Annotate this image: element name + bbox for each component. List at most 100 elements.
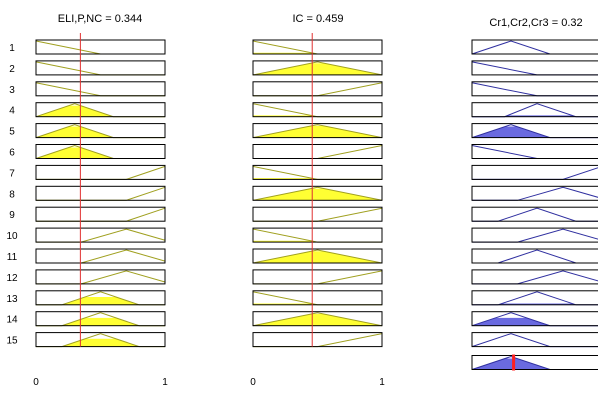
input-2-rule-panel: [252, 269, 383, 285]
mf-fill: [36, 126, 114, 138]
input-2-rule-panel: [252, 185, 383, 201]
output-aggregate-panel: [471, 355, 598, 370]
panel-frame: [471, 185, 598, 201]
rule-number: 2: [9, 64, 15, 75]
mf-curve: [472, 228, 598, 243]
panel-frame: [35, 185, 166, 201]
input-1-rule-panel: [35, 81, 166, 97]
panel-frame: [35, 60, 166, 76]
mf-curve: [253, 207, 383, 222]
mf-curve: [471, 333, 598, 348]
output-column: [471, 39, 598, 371]
panel-frame: [471, 144, 598, 159]
input-1-rule-panel: [35, 185, 166, 201]
panel-frame: [252, 144, 383, 159]
input-2-rule-panel: [252, 332, 383, 348]
input-2-rule-panel: [252, 227, 383, 243]
input-1-rule-panel: [35, 227, 166, 243]
input-1-rule-panel: [35, 123, 166, 139]
mf-curve: [472, 167, 598, 180]
output-rule-panel: [471, 39, 598, 55]
output-rule-panel: [471, 269, 598, 285]
mf-curve: [35, 40, 165, 55]
panel-frame: [35, 332, 166, 348]
panel-frame: [471, 164, 598, 180]
rule-number: 1: [9, 43, 15, 54]
panel-frame: [252, 227, 383, 243]
mf-curve: [252, 103, 382, 118]
panel-frame: [471, 60, 598, 76]
mf-fill: [253, 251, 382, 263]
output-rule-panel: [471, 144, 598, 159]
output-rule-panel: [471, 206, 598, 222]
mf-fill: [472, 358, 550, 370]
panel-frame: [252, 290, 383, 306]
input-1-axis-max: 1: [162, 377, 168, 388]
input-1-rule-panel: [35, 60, 166, 76]
input-2-rule-panel: [252, 248, 383, 264]
panel-frame: [471, 290, 598, 306]
rule-number: 15: [6, 336, 18, 347]
mf-fill: [472, 126, 550, 138]
rule-number: 6: [9, 148, 15, 159]
mf-fill: [253, 125, 382, 138]
panel-frame: [252, 311, 383, 327]
panel-frame: [252, 60, 383, 76]
mf-curve: [471, 82, 598, 97]
mf-curve: [472, 207, 598, 222]
mf-curve: [252, 249, 383, 264]
input-1-rule-panel: [35, 311, 166, 327]
input-1-rule-panel: [35, 39, 166, 55]
output-rule-panel: [471, 164, 598, 180]
mf-curve: [36, 228, 166, 243]
panel-frame: [252, 164, 383, 180]
input-2-rule-panel: [252, 81, 383, 97]
mf-curve: [35, 82, 165, 97]
panel-frame: [35, 81, 166, 97]
mf-curve: [36, 270, 166, 285]
mf-curve: [472, 103, 598, 118]
rule-number: 11: [7, 252, 18, 263]
input-2-rule-panel: [252, 206, 383, 222]
input-1-rule-panel: [35, 164, 166, 180]
output-rule-panel: [471, 185, 598, 201]
mf-curve: [472, 270, 598, 285]
mf-curve: [252, 165, 382, 180]
output-value-marker: [512, 354, 516, 371]
panel-frame: [471, 332, 598, 348]
mf-curve: [36, 186, 166, 201]
mf-curve: [252, 291, 382, 306]
mf-curve: [471, 61, 598, 76]
panel-frame: [252, 102, 383, 118]
input-2-rule-panel: [252, 164, 383, 180]
panel-frame: [252, 206, 383, 222]
rule-number: 12: [6, 273, 18, 284]
rule-number: 4: [9, 106, 15, 117]
input-2-column[interactable]: [252, 39, 383, 348]
mf-curve: [252, 312, 383, 327]
rule-number: 7: [9, 168, 15, 179]
input-1-axis-min: 0: [33, 377, 39, 388]
panel-frame: [252, 81, 383, 97]
mf-curve: [36, 207, 166, 222]
output-rule-panel: [471, 248, 598, 264]
mf-curve: [35, 61, 165, 76]
panel-frame: [252, 332, 383, 348]
mf-curve: [253, 270, 383, 285]
panel-frame: [252, 269, 383, 285]
mf-fill: [36, 105, 114, 117]
panel-frame: [471, 102, 598, 118]
panel-frame: [252, 185, 383, 201]
mf-fill: [61, 317, 140, 326]
mf-curve: [36, 165, 166, 180]
mf-fill: [253, 188, 382, 201]
rule-number: 10: [6, 231, 18, 242]
panel-frame: [35, 248, 166, 264]
mf-curve: [471, 145, 598, 159]
input-2-rule-panel: [252, 311, 383, 327]
rule-number: 3: [9, 85, 15, 96]
input-1-column[interactable]: [35, 39, 166, 348]
mf-curve: [252, 228, 382, 243]
panel-frame: [471, 123, 598, 139]
